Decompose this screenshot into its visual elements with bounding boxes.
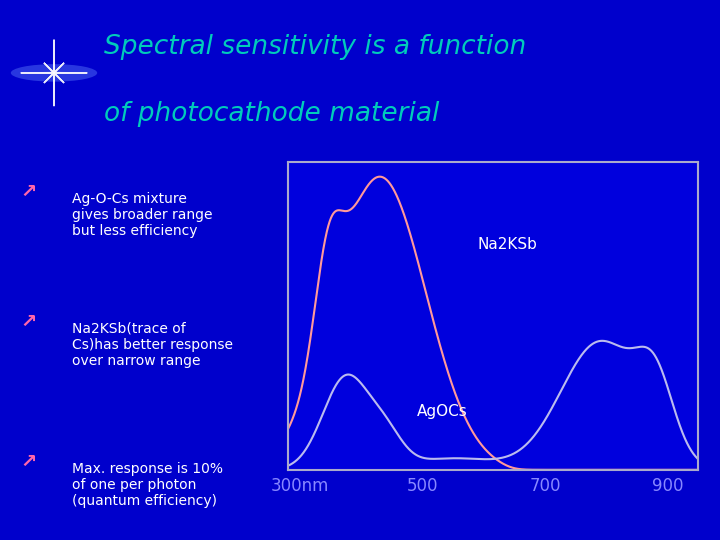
Text: Ag-O-Cs mixture
gives broader range
but less efficiency: Ag-O-Cs mixture gives broader range but …: [72, 192, 212, 238]
Text: of photocathode material: of photocathode material: [104, 101, 440, 127]
Text: AgOCs: AgOCs: [417, 404, 467, 418]
Circle shape: [11, 64, 97, 82]
Text: Na2KSb: Na2KSb: [478, 237, 538, 252]
Text: ↗: ↗: [21, 452, 37, 471]
Text: Spectral sensitivity is a function: Spectral sensitivity is a function: [104, 33, 526, 59]
Text: ↗: ↗: [21, 182, 37, 201]
Text: Na2KSb(trace of
Cs)has better response
over narrow range: Na2KSb(trace of Cs)has better response o…: [72, 321, 233, 368]
Text: Max. response is 10%
of one per photon
(quantum efficiency): Max. response is 10% of one per photon (…: [72, 462, 223, 508]
Text: ↗: ↗: [21, 312, 37, 331]
Polygon shape: [21, 39, 87, 106]
